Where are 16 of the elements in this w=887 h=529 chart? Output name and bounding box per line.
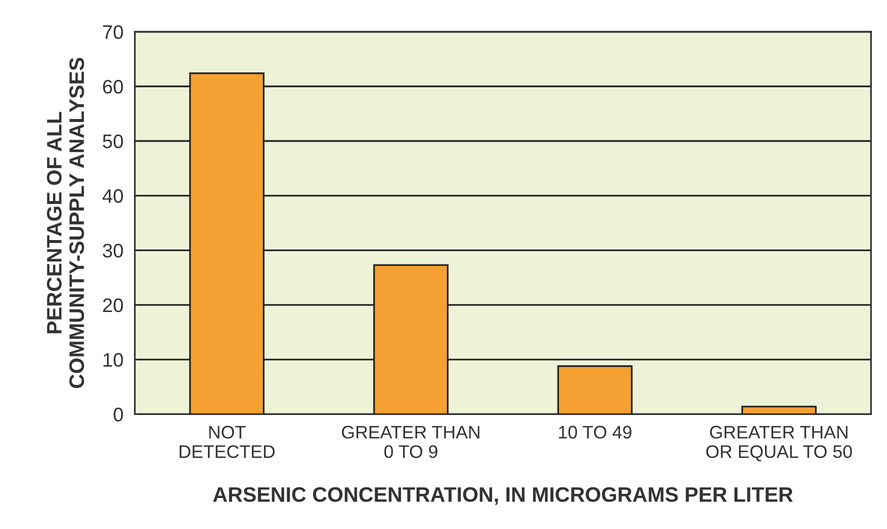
y-tick-label: 10	[104, 353, 123, 367]
x-axis-title: ARSENIC CONCENTRATION, IN MICROGRAMS PER LITER	[213, 487, 793, 505]
y-tick-label: 60	[103, 80, 123, 94]
y-tick-label: 0	[114, 408, 123, 422]
x-tick-label: NOT DETECTED	[180, 426, 275, 458]
y-tick-label: 40	[102, 189, 123, 203]
y-tick-label: 30	[102, 244, 123, 258]
x-tick-label: 10 TO 49	[559, 426, 632, 439]
y-tick-label: 70	[103, 25, 123, 39]
y-tick-label: 50	[102, 134, 123, 148]
bar	[557, 365, 633, 414]
x-tick-label: GREATER THAN 0 TO 9	[342, 426, 480, 458]
y-axis-title: PERCENTAGE OF ALL COMMUNITY-SUPPLY ANALYSES	[46, 58, 84, 388]
x-tick-label: GREATER THAN OR EQUAL TO 50	[706, 426, 852, 462]
y-tick-label: 20	[103, 298, 123, 312]
bar	[741, 406, 817, 414]
